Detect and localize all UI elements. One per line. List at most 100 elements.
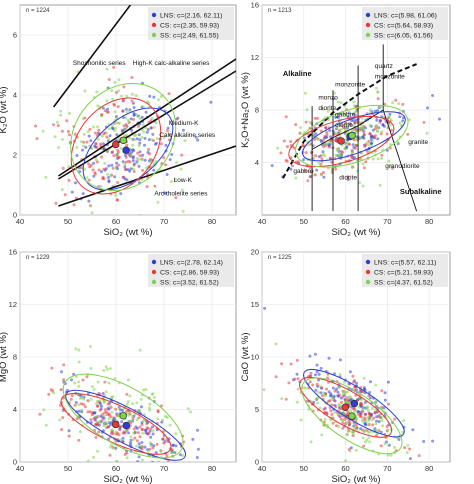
x-tick-label: 40 (16, 217, 24, 226)
scatter-point (274, 342, 278, 346)
scatter-point (151, 446, 155, 450)
scatter-point (359, 127, 363, 131)
scatter-point (68, 133, 71, 137)
scatter-point (181, 454, 185, 457)
scatter-point (77, 348, 81, 352)
scatter-point (376, 97, 380, 101)
scatter-point (59, 113, 63, 117)
scatter-point (125, 143, 129, 147)
scatter-point (97, 430, 101, 434)
classification-line (311, 109, 384, 150)
scatter-point (287, 381, 291, 385)
scatter-point (125, 392, 129, 396)
scatter-point (385, 132, 389, 136)
scatter-point (274, 375, 278, 379)
scatter-point (354, 448, 358, 452)
scatter-point (70, 394, 74, 398)
scatter-point (320, 386, 324, 390)
scatter-point (314, 373, 317, 377)
scatter-point (380, 153, 384, 157)
x-axis-label: SiO₂ (wt %) (331, 227, 380, 238)
scatter-point (374, 383, 378, 387)
scatter-point (377, 105, 381, 109)
scatter-point (319, 138, 323, 142)
scatter-point (290, 164, 294, 168)
scatter-point (141, 153, 145, 157)
scatter-point (349, 122, 353, 126)
scatter-point (262, 388, 266, 392)
scatter-point (108, 134, 112, 138)
scatter-point (132, 113, 136, 117)
scatter-point (146, 128, 150, 131)
scatter-point (108, 127, 111, 131)
scatter-point (67, 429, 71, 433)
scatter-point (131, 417, 135, 421)
scatter-point (181, 128, 185, 132)
scatter-point (377, 420, 381, 424)
scatter-point (373, 109, 377, 113)
scatter-point (107, 407, 111, 411)
annotation-label: quartz (375, 63, 393, 70)
scatter-point (68, 111, 72, 115)
scatter-point (362, 444, 366, 448)
scatter-point (358, 181, 361, 185)
scatter-point (142, 388, 146, 392)
legend-box (362, 254, 448, 287)
scatter-point (127, 120, 131, 124)
scatter-point (128, 169, 132, 173)
scatter-point (84, 145, 88, 149)
scatter-point (111, 166, 115, 170)
scatter-point (115, 198, 119, 202)
scatter-point (152, 474, 155, 477)
scatter-point (351, 150, 354, 154)
scatter-point (334, 405, 338, 409)
scatter-point (282, 139, 286, 143)
x-axis-label: SiO₂ (wt %) (103, 227, 152, 238)
x-tick-label: 70 (160, 217, 168, 226)
classification-line (57, 58, 236, 177)
scatter-point (331, 421, 335, 425)
scatter-point (368, 123, 372, 127)
scatter-point (107, 381, 111, 385)
legend-marker-ss (151, 32, 157, 38)
confidence-ellipse-ss (301, 377, 403, 455)
scatter-point (344, 400, 348, 404)
scatter-point (141, 427, 145, 431)
scatter-point (327, 399, 330, 403)
scatter-point (351, 124, 355, 128)
scatter-point (101, 106, 105, 110)
scatter-point (367, 436, 371, 440)
scatter-point (147, 449, 151, 453)
chart-panel-2: 40 50 60 70 80 4 8 12 16 SiO₂ (wt %) K₂O+Na₂O (wt … (240, 1, 451, 238)
scatter-point (115, 91, 118, 94)
scatter-point (155, 121, 158, 125)
scatter-point (191, 437, 195, 441)
scatter-point (422, 440, 426, 443)
scatter-point (346, 141, 349, 145)
scatter-point (348, 395, 352, 399)
scatter-point (125, 110, 129, 114)
scatter-point (393, 417, 397, 421)
scatter-point (351, 165, 355, 169)
scatter-point (332, 410, 336, 414)
scatter-point (149, 435, 153, 439)
scatter-point (99, 184, 103, 188)
scatter-point (167, 92, 171, 96)
scatter-point (361, 409, 364, 413)
scatter-point (137, 442, 141, 446)
scatter-point (100, 155, 104, 159)
scatter-point (334, 131, 338, 135)
scatter-point (143, 428, 147, 432)
y-tick-label: 0 (13, 211, 17, 220)
scatter-point (59, 109, 63, 113)
scatter-point (119, 424, 123, 428)
scatter-point (375, 118, 379, 122)
scatter-point (60, 129, 64, 133)
scatter-point (103, 161, 107, 165)
scatter-point (196, 138, 200, 142)
confidence-ellipse-cs (70, 97, 162, 195)
scatter-point (159, 449, 163, 453)
scatter-point (330, 413, 334, 416)
scatter-point (327, 140, 331, 144)
scatter-point (162, 156, 166, 160)
